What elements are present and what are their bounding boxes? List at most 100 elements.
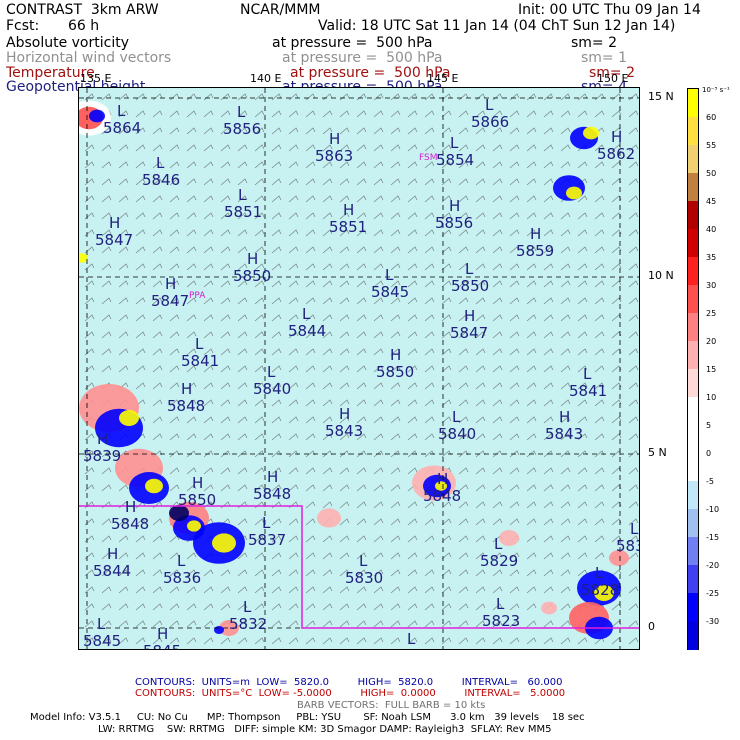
colorbar-segment xyxy=(688,481,698,510)
lat-label-0: 0 xyxy=(648,620,655,633)
colorbar-segment xyxy=(688,173,698,202)
center-low-symbol: L xyxy=(494,535,503,553)
wind-barbs xyxy=(84,93,639,645)
field-level-vorticity: at pressure = 500 hPa xyxy=(272,35,433,51)
colorbar-level-label: -15 xyxy=(706,533,720,542)
center-high-symbol: H xyxy=(559,408,570,426)
center-low-symbol: L xyxy=(238,186,247,204)
center-height-value: 5832 xyxy=(229,615,267,633)
center-height-value: 5828 xyxy=(581,581,619,599)
center-low-symbol: L xyxy=(450,134,459,152)
domain-box xyxy=(79,505,639,629)
colorbar-segment xyxy=(688,397,698,426)
map-canvas: L5864L5856H5863L5854L5866H5862L5846L5851… xyxy=(79,88,639,650)
center-low-symbol: L xyxy=(485,96,494,114)
colorbar-level-label: 15 xyxy=(706,365,717,374)
center-height-value: 5848 xyxy=(423,487,461,505)
colorbar-segment xyxy=(688,565,698,594)
fcst-value: 66 h xyxy=(68,18,100,34)
center-height-value: 5854 xyxy=(436,151,474,169)
colorbar-level-label: 40 xyxy=(706,225,717,234)
center-height-value: 5846 xyxy=(142,171,180,189)
center-height-value: 5841 xyxy=(569,382,607,400)
center-high-symbol: H xyxy=(157,625,168,643)
center-height-value: 5844 xyxy=(93,562,131,580)
footer-model-info: Model Info: V3.5.1 CU: No Cu MP: Thompso… xyxy=(30,712,585,723)
center-height-value: 5866 xyxy=(471,113,509,131)
center-low-symbol: L xyxy=(385,266,394,284)
center-height-value: 5845 xyxy=(143,642,181,650)
lon-label-145: 145 E xyxy=(427,72,459,85)
center-height-value: 5850 xyxy=(233,267,271,285)
colorbar-level-label: 30 xyxy=(706,281,717,290)
colorbar-level-label: 55 xyxy=(706,141,717,150)
center-high-symbol: H xyxy=(464,307,475,325)
center-height-value: 5844 xyxy=(288,322,326,340)
center-high-symbol: H xyxy=(181,380,192,398)
center-low-symbol: L xyxy=(195,335,204,353)
center-low-symbol: L xyxy=(177,552,186,570)
center-high-symbol: H xyxy=(339,405,350,423)
center-height-value: 5845 xyxy=(371,283,409,301)
colorbar-level-label: 10 xyxy=(706,393,717,402)
center-height-value: 5863 xyxy=(315,147,353,165)
colorbar-segment xyxy=(688,621,698,650)
field-sm-temperature: sm= 2 xyxy=(589,65,636,81)
center-height-value: 5862 xyxy=(597,145,635,163)
center-high-symbol: H xyxy=(267,468,278,486)
lat-label-5n: 5 N xyxy=(648,446,667,459)
colorbar-segment xyxy=(688,201,698,230)
center-height-value: 5847 xyxy=(151,292,189,310)
center-high-symbol: H xyxy=(165,275,176,293)
center-height-value: 5829 xyxy=(393,647,431,650)
center-height-value: 5851 xyxy=(329,218,367,236)
center-height-value: 5850 xyxy=(376,363,414,381)
center-height-value: 5841 xyxy=(181,352,219,370)
field-level-temperature: at pressure = 500 hPa xyxy=(290,65,451,81)
colorbar xyxy=(687,88,699,650)
center-height-value: 5829 xyxy=(480,552,518,570)
colorbar-level-label: 35 xyxy=(706,253,717,262)
center-height-value: 5843 xyxy=(545,425,583,443)
colorbar-level-label: 45 xyxy=(706,197,717,206)
center-height-value: 5850 xyxy=(451,277,489,295)
center-height-value: 5840 xyxy=(253,380,291,398)
center-height-value: 5848 xyxy=(167,397,205,415)
field-sm-vorticity: sm= 2 xyxy=(571,35,618,51)
center-low-symbol: L xyxy=(97,615,106,633)
center-height-value: 5856 xyxy=(435,214,473,232)
colorbar-segment xyxy=(688,593,698,622)
center-height-value: 5845 xyxy=(83,632,121,650)
center-high-symbol: H xyxy=(247,250,258,268)
center-height-value: 5848 xyxy=(253,485,291,503)
center-low-symbol: L xyxy=(407,630,416,648)
lon-label-135: 135 E xyxy=(80,72,112,85)
field-sm-wind: sm= 1 xyxy=(581,50,628,66)
center-height-value: 5847 xyxy=(95,231,133,249)
colorbar-segment xyxy=(688,509,698,538)
lon-label-140: 140 E xyxy=(250,72,282,85)
field-name-wind: Horizontal wind vectors xyxy=(6,50,172,66)
center-height-value: 5840 xyxy=(438,425,476,443)
lat-label-15n: 15 N xyxy=(648,90,674,103)
center-high-symbol: H xyxy=(97,430,108,448)
colorbar-level-label: 0 xyxy=(706,449,712,458)
center-high-symbol: H xyxy=(343,201,354,219)
center-low-symbol: L xyxy=(496,595,505,613)
init-time: Init: 00 UTC Thu 09 Jan 14 xyxy=(518,2,701,18)
colorbar-segment xyxy=(688,425,698,454)
colorbar-level-label: 5 xyxy=(706,421,712,430)
colorbar-level-label: -10 xyxy=(706,505,720,514)
center-low-symbol: L xyxy=(117,102,126,120)
lon-label-150: 150 E xyxy=(597,72,629,85)
center-height-value: 5851 xyxy=(224,203,262,221)
center-height-value: 5847 xyxy=(450,324,488,342)
colorbar-level-label: -30 xyxy=(706,617,720,626)
colorbar-segment xyxy=(688,257,698,286)
center-height-value: 5864 xyxy=(103,119,141,137)
center-high-symbol: H xyxy=(329,130,340,148)
footer-physics-info: LW: RRTMG SW: RRTMG DIFF: simple KM: 3D … xyxy=(98,724,552,735)
center-low-symbol: L xyxy=(465,260,474,278)
colorbar-level-label: -5 xyxy=(706,477,714,486)
center-low-symbol: L xyxy=(302,305,311,323)
